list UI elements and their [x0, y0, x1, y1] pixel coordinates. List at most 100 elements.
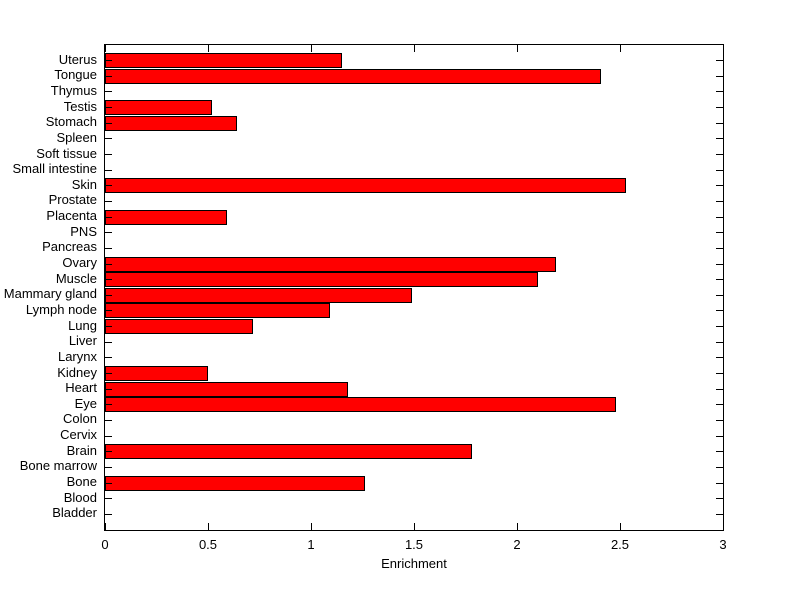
x-tick-top: [207, 45, 209, 52]
y-tick-left: [105, 185, 112, 187]
y-tick-left: [105, 341, 112, 343]
category-label-pns: PNS: [70, 223, 97, 239]
y-tick-left: [105, 373, 112, 375]
category-label-testis: Testis: [63, 98, 97, 114]
x-tick-bottom: [104, 523, 106, 530]
bar-muscle: [105, 272, 538, 288]
y-tick-left: [105, 75, 112, 77]
category-label-tongue: Tongue: [54, 67, 97, 83]
category-label-prostate: Prostate: [48, 192, 97, 208]
bar-bone: [105, 475, 365, 491]
y-tick-left: [105, 263, 112, 265]
x-tick-bottom: [310, 523, 312, 530]
x-axis-title: Enrichment: [381, 556, 447, 571]
y-tick-left: [105, 513, 112, 515]
y-tick-right: [716, 247, 723, 249]
y-tick-left: [105, 279, 112, 281]
y-tick-right: [716, 200, 723, 202]
y-tick-left: [105, 451, 112, 453]
x-tick-label: 0.5: [198, 537, 218, 552]
y-tick-right: [716, 154, 723, 156]
y-tick-right: [716, 419, 723, 421]
category-label-kidney: Kidney: [57, 364, 97, 380]
bar-testis: [105, 100, 213, 116]
category-label-lung: Lung: [68, 317, 97, 333]
bar-stomach: [105, 115, 237, 131]
bar-tongue: [105, 68, 602, 84]
category-label-pancreas: Pancreas: [42, 239, 97, 255]
y-tick-left: [105, 357, 112, 359]
x-tick-label: 2.5: [610, 537, 630, 552]
bar-uterus: [105, 53, 342, 69]
bar-mammary-gland: [105, 287, 412, 303]
y-tick-right: [716, 310, 723, 312]
y-tick-right: [716, 513, 723, 515]
y-tick-left: [105, 107, 112, 109]
y-tick-left: [105, 326, 112, 328]
category-label-heart: Heart: [65, 380, 97, 396]
category-label-skin: Skin: [71, 176, 97, 192]
bar-skin: [105, 178, 627, 194]
y-tick-right: [716, 294, 723, 296]
category-label-muscle: Muscle: [55, 270, 97, 286]
y-tick-left: [105, 200, 112, 202]
category-label-placenta: Placenta: [46, 208, 97, 224]
y-tick-right: [716, 232, 723, 234]
y-tick-right: [716, 263, 723, 265]
category-label-bladder: Bladder: [52, 505, 97, 521]
y-tick-left: [105, 466, 112, 468]
y-tick-right: [716, 326, 723, 328]
y-tick-left: [105, 216, 112, 218]
y-tick-left: [105, 169, 112, 171]
x-tick-top: [619, 45, 621, 52]
y-tick-right: [716, 482, 723, 484]
x-tick-top: [722, 45, 724, 52]
x-tick-label: 3: [719, 537, 727, 552]
bar-heart: [105, 381, 349, 397]
category-label-cervix: Cervix: [60, 427, 97, 443]
y-tick-right: [716, 498, 723, 500]
y-tick-right: [716, 388, 723, 390]
y-tick-right: [716, 466, 723, 468]
y-tick-left: [105, 247, 112, 249]
y-tick-left: [105, 404, 112, 406]
category-label-thymus: Thymus: [50, 82, 97, 98]
y-tick-right: [716, 341, 723, 343]
category-label-liver: Liver: [68, 333, 97, 349]
y-tick-left: [105, 122, 112, 124]
bar-lung: [105, 319, 254, 335]
y-tick-left: [105, 310, 112, 312]
category-label-brain: Brain: [66, 442, 97, 458]
y-tick-left: [105, 91, 112, 93]
y-tick-right: [716, 404, 723, 406]
y-tick-left: [105, 482, 112, 484]
bar-brain: [105, 444, 472, 460]
category-label-larynx: Larynx: [57, 348, 97, 364]
y-tick-left: [105, 294, 112, 296]
y-tick-left: [105, 388, 112, 390]
y-tick-left: [105, 60, 112, 62]
x-tick-top: [104, 45, 106, 52]
y-tick-right: [716, 373, 723, 375]
bar-lymph-node: [105, 303, 330, 319]
bar-kidney: [105, 366, 208, 382]
y-tick-left: [105, 435, 112, 437]
y-tick-right: [716, 60, 723, 62]
category-label-small-intestine: Small intestine: [12, 161, 97, 177]
plot-area: [104, 44, 724, 531]
x-tick-bottom: [722, 523, 724, 530]
y-tick-left: [105, 498, 112, 500]
x-tick-top: [310, 45, 312, 52]
x-tick-bottom: [207, 523, 209, 530]
y-tick-right: [716, 169, 723, 171]
y-tick-right: [716, 216, 723, 218]
y-tick-right: [716, 451, 723, 453]
category-label-ovary: Ovary: [62, 255, 97, 271]
y-tick-left: [105, 232, 112, 234]
y-tick-right: [716, 435, 723, 437]
category-label-mammary-gland: Mammary gland: [3, 286, 97, 302]
y-tick-right: [716, 279, 723, 281]
y-tick-right: [716, 91, 723, 93]
category-label-lymph-node: Lymph node: [25, 301, 97, 317]
